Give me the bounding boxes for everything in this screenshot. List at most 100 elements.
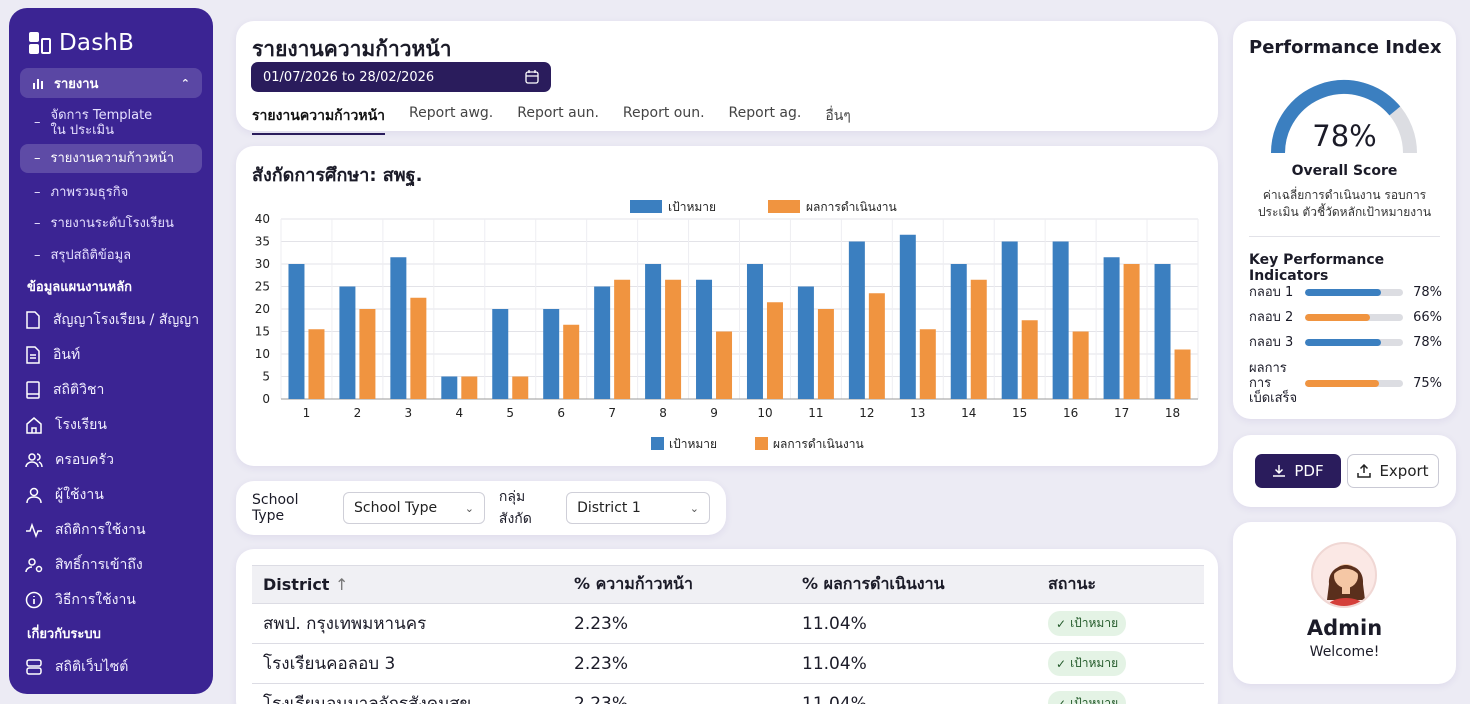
x-tick-label: 14 [961,406,976,420]
sidebar-item-label: สถิติเว็บไซต์ [55,658,129,675]
bar-performance [766,302,783,399]
legend-top-swatch [768,200,800,213]
x-tick-label: 3 [405,406,413,420]
kpi-progress-bar [1305,314,1403,321]
users-icon [25,452,43,467]
school-type-label: School Type [252,492,299,524]
upload-icon [1357,464,1372,478]
kpi-progress-fill [1305,380,1379,387]
sidebar-item-label: สัญญาโรงเรียน / สัญญา [53,311,200,328]
cell-district: สพป. กรุงเทพมหานคร [252,603,563,644]
sidebar-item-site-stats[interactable]: สถิติเว็บไซต์ [9,649,213,684]
tab-progress-report[interactable]: รายงานความก้าวหน้า [252,105,386,135]
book-icon [26,380,40,399]
sidebar-subitem-progress-report[interactable]: – รายงานความก้าวหน้า [20,144,202,173]
kpi-label: ผลการการ เบ็ดเสร็จ [1249,361,1298,406]
bar-performance [308,329,325,399]
table-header-row: District ↑ % ความก้าวหน้า % ผลการดำเนินง… [252,565,1204,604]
legend-bottom-label: ผลการดำเนินงาน [773,437,864,451]
brand-logo-icon [29,32,51,54]
gauge-value: 78% [1312,119,1377,153]
sidebar-item-schools[interactable]: โรงเรียน [9,407,213,442]
group-value: District 1 [577,500,641,516]
sidebar-section-label: รายงาน [54,76,99,92]
chevron-down-icon: ⌄ [464,501,474,515]
brand[interactable]: DashB [9,8,213,62]
sidebar-subitem-label: รายงานความก้าวหน้า [50,151,175,166]
overall-score-label: Overall Score [1291,163,1398,179]
sidebar-item-subjects[interactable]: สถิติวิชา [9,372,213,407]
sidebar-item-help[interactable]: วิธีการใช้งาน [9,582,213,617]
x-tick-label: 18 [1165,406,1180,420]
kpi-label: กลอบ 3 [1249,335,1294,350]
sidebar-section-reports[interactable]: รายงาน ⌃ [20,68,202,98]
sidebar-subitem-template[interactable]: – จัดการ Template ใน ประเมิน [20,104,202,142]
status-badge: ✓ เป้าหมาย [1048,651,1127,676]
sidebar-item-inth[interactable]: อินท์ [9,337,213,372]
sidebar-item-label: ครอบครัว [55,451,114,468]
tab-report-awg[interactable]: Report awg. [409,105,494,121]
legend-top-label: เป้าหมาย [668,200,716,214]
sidebar-item-families[interactable]: ครอบครัว [9,442,213,477]
cell-progress: 2.23% [563,603,791,644]
sidebar-subitem-school-report[interactable]: – รายงานระดับโรงเรียน [34,215,174,231]
y-tick-label: 5 [262,370,270,384]
avatar[interactable] [1311,542,1377,608]
x-tick-label: 11 [808,406,823,420]
bar-performance [1072,331,1089,399]
sidebar-item-users[interactable]: ผู้ใช้งาน [9,477,213,512]
user-name: Admin [1306,616,1383,640]
chart-title: สังกัดการศึกษา: สพฐ. [252,165,423,186]
legend-top-swatch [630,200,662,213]
bar-performance [461,376,478,399]
export-button[interactable]: Export [1347,454,1439,488]
pdf-button-label: PDF [1294,462,1324,480]
group-select[interactable]: District 1 ⌄ [566,492,710,524]
table-card: District ↑ % ความก้าวหน้า % ผลการดำเนินง… [236,549,1218,704]
cell-progress: 2.23% [563,683,791,704]
tab-others[interactable]: อื่นๆ [825,108,851,124]
legend-bottom-label: เป้าหมาย [669,437,717,451]
school-type-select[interactable]: School Type ⌄ [343,492,485,524]
bar-target [543,309,560,399]
tab-report-ag[interactable]: Report ag. [728,105,802,121]
date-range-picker[interactable]: 01/07/2026 to 28/02/2026 [251,62,551,92]
kpi-value: 78% [1413,335,1442,350]
column-header-progress[interactable]: % ความก้าวหน้า [563,565,791,604]
bar-target [288,264,305,399]
y-tick-label: 40 [255,212,270,226]
pdf-button[interactable]: PDF [1255,454,1341,488]
bar-performance [970,279,987,399]
tab-report-aun[interactable]: Report aun. [517,105,599,121]
x-tick-label: 2 [354,406,362,420]
bar-performance [868,293,885,399]
performance-gauge [1271,80,1417,154]
bar-target [339,286,356,399]
x-tick-label: 7 [608,406,616,420]
y-tick-label: 35 [255,235,270,249]
activity-icon [26,522,42,538]
school-type-value: School Type [354,500,438,516]
table-row[interactable]: สพป. กรุงเทพมหานคร 2.23% 11.04% ✓ เป้าหมา… [252,603,1204,644]
filter-card: School Type School Type ⌄ กลุ่มสังกัด Di… [236,481,726,535]
kpi-title: Key Performance Indicators [1249,252,1385,284]
user-card: Admin Welcome! [1233,522,1456,684]
sidebar-item-contracts[interactable]: สัญญาโรงเรียน / สัญญา [9,302,213,337]
sidebar-item-permissions[interactable]: สิทธิ์การเข้าถึง [9,547,213,582]
column-header-status[interactable]: สถานะ [1037,565,1204,604]
sidebar-subitem-label: ภาพรวมธุรกิจ [50,184,129,200]
sidebar-item-usage-stats[interactable]: สถิติการใช้งาน [9,512,213,547]
tab-report-oun[interactable]: Report oun. [622,105,705,121]
column-header-district[interactable]: District ↑ [252,565,563,604]
sort-up-icon: ↑ [335,575,349,594]
legend-bottom-swatch [755,437,768,450]
table-row[interactable]: โรงเรียนคอลอบ 3 2.23% 11.04% ✓ เป้าหมาย [252,643,1204,684]
sidebar-subitem-business-overview[interactable]: – ภาพรวมธุรกิจ [34,184,129,200]
cell-district: โรงเรียนคอลอบ 3 [252,643,563,684]
check-icon: ✓ [1056,656,1067,671]
column-header-performance[interactable]: % ผลการดำเนินงาน [791,565,1037,604]
table-row[interactable]: โรงเรียนอนุบาลจักรสังคมสุข 2.23% 11.04% … [252,683,1204,704]
sidebar-subitem-label: รายงานระดับโรงเรียน [50,215,174,231]
sidebar-subitem-stats-summary[interactable]: – สรุปสถิติข้อมูล [34,247,132,263]
